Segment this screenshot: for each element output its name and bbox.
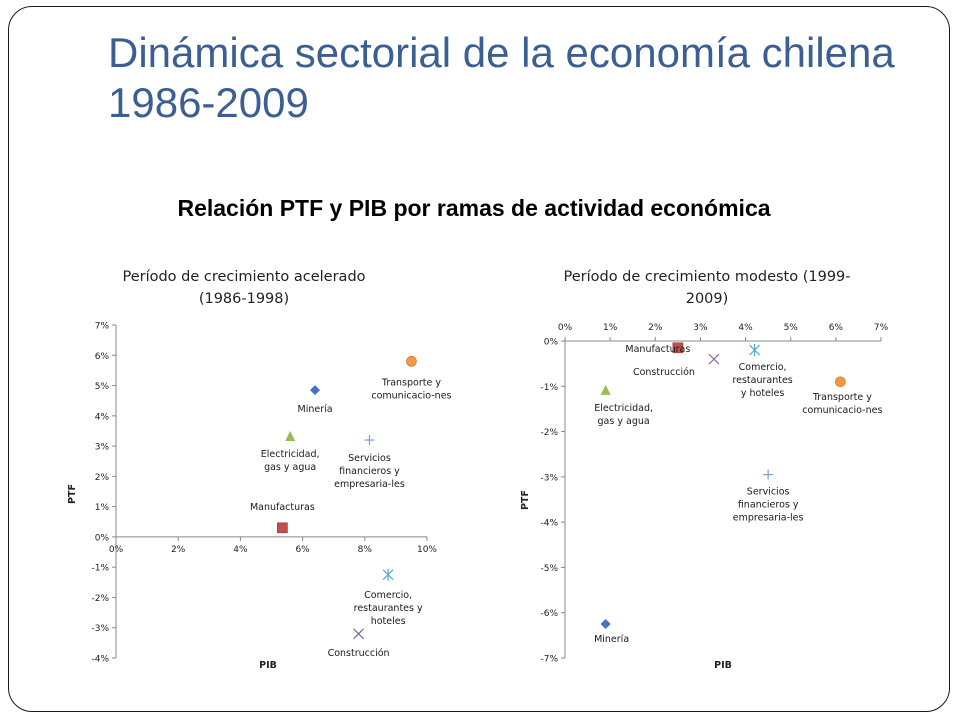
- chart-1-data-label-electricidad-gas-y-agua: Electricidad, gas y agua: [261, 449, 320, 473]
- slide-subtitle: Relación PTF y PIB por ramas de activida…: [177, 195, 771, 221]
- chart-2-x-tick-label: 1%: [603, 323, 618, 333]
- chart-1-y-tick-label: -3%: [91, 624, 109, 634]
- chart-1-point-mineria: [310, 385, 321, 396]
- chart-2-x-tick-label: 0%: [558, 323, 573, 333]
- chart-2-x-tick-label: 3%: [693, 323, 708, 333]
- chart-1-data-label-comercio-restaurantes-y-hoteles: Comercio, restaurantes y hoteles: [354, 590, 423, 627]
- chart-1-y-tick-label: -4%: [91, 655, 109, 665]
- chart-1-point-comercio-restaurantes-y-hoteles: [382, 568, 394, 581]
- chart-2-y-tick-label: -1%: [540, 383, 558, 393]
- chart-1-x-tick-label: 0%: [109, 545, 124, 555]
- chart-2-x-tick-label: 4%: [738, 323, 753, 333]
- slide-frame: [8, 6, 950, 712]
- chart-1-y-tick-label: 3%: [95, 443, 110, 453]
- chart-1-x-label: PIB: [259, 660, 277, 671]
- chart-1-y-tick-label: 2%: [95, 473, 110, 483]
- chart-1-y-label: PTF: [67, 484, 78, 504]
- chart-2-data-label-electricidad-gas-y-agua: Electricidad, gas y agua: [594, 403, 653, 427]
- chart-2-data-label-transporte-y-comunicacio-nes: Transporte y comunicacio-nes: [802, 392, 882, 416]
- chart-1-y-tick-label: -2%: [91, 594, 109, 604]
- chart-2-data-label-mineria: Minería: [594, 634, 629, 645]
- chart-2-data-label-servicios-financieros-y-empresaria-les: Servicios financieros y empresaria-les: [733, 487, 804, 524]
- chart-1-data-label-transporte-y-comunicacio-nes: Transporte y comunicacio-nes: [371, 377, 451, 401]
- chart-1-y-tick-label: 4%: [95, 412, 110, 422]
- chart-2-data-label-manufacturas: Manufacturas: [625, 344, 690, 355]
- chart-1-x-tick-label: 4%: [233, 545, 248, 555]
- chart-1-data-label-construccion: Construcción: [328, 648, 390, 659]
- chart-1-x-tick-label: 10%: [417, 545, 437, 555]
- slide-title: Dinámica sectorial de la economía chilen…: [108, 29, 895, 126]
- chart-1-data-label-manufacturas: Manufacturas: [250, 502, 315, 513]
- chart-1-point-transporte-y-comunicacio-nes: [406, 356, 417, 367]
- chart-1-y-tick-label: 5%: [95, 382, 110, 392]
- chart-2-y-tick-label: -7%: [540, 655, 558, 665]
- chart-2-point-construccion: [708, 353, 720, 365]
- chart-1-point-construccion: [353, 628, 365, 640]
- chart-1-point-servicios-financieros-y-empresaria-les: [364, 435, 375, 446]
- chart-2-point-mineria: [600, 619, 611, 630]
- chart-2-data-label-construccion: Construcción: [633, 367, 695, 378]
- chart-1-y-tick-label: 1%: [95, 503, 110, 513]
- chart-1-data-label-mineria: Minería: [298, 404, 333, 415]
- chart-2-x-tick-label: 6%: [829, 323, 844, 333]
- chart-2-point-electricidad-gas-y-agua: [600, 384, 611, 395]
- chart-2-y-label: PTF: [520, 490, 531, 510]
- chart-1-title: Período de crecimiento acelerado (1986-1…: [122, 269, 366, 307]
- chart-2-y-tick-label: -4%: [540, 519, 558, 529]
- chart-2-title: Período de crecimiento modesto (1999-200…: [563, 269, 851, 307]
- chart-1-y-tick-label: 7%: [95, 322, 110, 332]
- chart-2-point-transporte-y-comunicacio-nes: [835, 376, 846, 388]
- chart-1-x-tick-label: 2%: [171, 545, 186, 555]
- chart-2-y-tick-label: 0%: [544, 338, 559, 348]
- chart-2-x-tick-label: 7%: [874, 323, 889, 333]
- chart-1-y-tick-label: 0%: [95, 533, 110, 543]
- chart-1-x-tick-label: 8%: [358, 545, 373, 555]
- chart-2-x-tick-label: 5%: [784, 323, 799, 333]
- chart-2-y-tick-label: -3%: [540, 473, 558, 483]
- chart-1-data-label-servicios-financieros-y-empresaria-les: Servicios financieros y empresaria-les: [334, 453, 405, 490]
- chart-2-y-tick-label: -5%: [540, 564, 558, 574]
- chart-2-y-tick-label: -2%: [540, 428, 558, 438]
- chart-2-y-tick-label: -6%: [540, 609, 558, 619]
- chart-2-point-manufacturas: [672, 342, 684, 354]
- chart-2-point-comercio-restaurantes-y-hoteles: [749, 344, 761, 357]
- chart-1-point-electricidad-gas-y-agua: [285, 431, 296, 442]
- chart-1-y-tick-label: 6%: [95, 352, 110, 362]
- chart-1: 7%6%5%4%3%2%1%0%-1%-2%-3%-4%0% 2% 4% 6% 8% 10…: [67, 322, 452, 672]
- chart-2: 0% -1% -2% -3% -4% -5% -6% -7% 0% 1% 2% 3% 4% 5% 6% 7% P…: [520, 323, 889, 671]
- chart-2-data-label-comercio-restaurantes-y-hoteles: Comercio, restaurantes y hoteles: [732, 362, 792, 399]
- chart-2-x-tick-label: 2%: [648, 323, 663, 333]
- chart-2-x-label: PIB: [714, 660, 732, 671]
- chart-1-y-tick-label: -1%: [91, 564, 109, 574]
- chart-1-x-tick-label: 6%: [295, 545, 310, 555]
- chart-2-point-servicios-financieros-y-empresaria-les: [763, 469, 774, 480]
- chart-1-point-manufacturas: [277, 522, 288, 534]
